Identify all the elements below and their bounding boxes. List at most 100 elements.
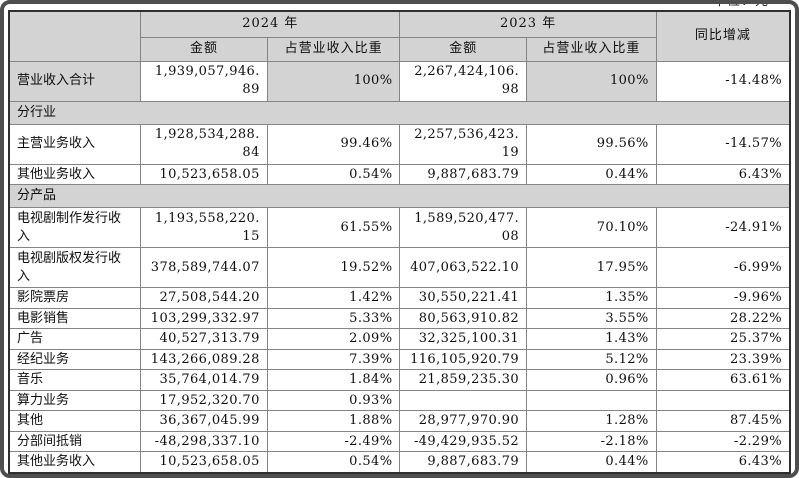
table-row: 经纪业务 143,266,089.28 7.39% 116,105,920.79… bbox=[8, 348, 791, 371]
row-label: 其他业务收入 bbox=[8, 451, 142, 474]
amount-2023-cell: 32,325,100.31 bbox=[399, 328, 528, 350]
amount-2023-cell: 407,063,522.10 bbox=[399, 247, 528, 289]
ratio-2024-cell: 5.33% bbox=[266, 307, 401, 330]
row-label: 分部间抵销 bbox=[8, 430, 142, 453]
table-row: 其他业务收入 10,523,658.05 0.54% 9,887,683.79 … bbox=[8, 163, 791, 186]
ratio-2024-cell: 19.52% bbox=[266, 247, 401, 289]
table-row: 电视剧版权发行收入 378,589,744.07 19.52% 407,063,… bbox=[8, 247, 791, 289]
yoy-cell: 28.22% bbox=[655, 307, 791, 330]
amount-2023-cell: 30,550,221.41 bbox=[399, 287, 528, 309]
ratio-2023-cell: 1.43% bbox=[526, 328, 657, 350]
amount-2023-cell: 80,563,910.82 bbox=[399, 307, 528, 330]
row-label: 营业收入合计 bbox=[8, 60, 142, 102]
revenue-breakdown-table: 2024 年 2023 年 同比增减 金额 占营业收入比重 金额 占营业收入比重… bbox=[8, 10, 791, 475]
header-year-2024: 2024 年 bbox=[140, 10, 401, 38]
row-label: 主营业务收入 bbox=[8, 123, 142, 165]
amount-2024-cell: 35,764,014.79 bbox=[140, 369, 268, 391]
row-label: 算力业务 bbox=[8, 389, 142, 412]
ratio-2023-cell: 17.95% bbox=[526, 247, 657, 289]
row-label: 影院票房 bbox=[8, 287, 142, 309]
amount-2023-cell: -49,429,935.52 bbox=[399, 430, 528, 453]
amount-2024-cell: 10,523,658.05 bbox=[140, 451, 268, 474]
header-year-2023: 2023 年 bbox=[399, 10, 657, 38]
row-label: 其他业务收入 bbox=[8, 163, 142, 186]
table-row: 音乐 35,764,014.79 1.84% 21,859,235.30 0.9… bbox=[8, 369, 791, 391]
row-label: 其他 bbox=[8, 410, 142, 432]
yoy-cell: 87.45% bbox=[655, 410, 791, 432]
header-ratio-2023: 占营业收入比重 bbox=[526, 36, 657, 62]
ratio-2023-cell: 100% bbox=[526, 60, 657, 102]
amount-2024-cell: 1,193,558,220.15 bbox=[140, 207, 268, 249]
table-header-row-measures: 金额 占营业收入比重 金额 占营业收入比重 bbox=[9, 36, 790, 62]
table-row: 其他业务收入 10,523,658.05 0.54% 9,887,683.79 … bbox=[8, 451, 791, 474]
ratio-2023-cell: 0.96% bbox=[526, 369, 657, 391]
section-label: 分产品 bbox=[8, 184, 791, 209]
ratio-2024-cell: -2.49% bbox=[266, 430, 401, 453]
ratio-2024-cell: 2.09% bbox=[266, 328, 401, 350]
header-ratio-2024: 占营业收入比重 bbox=[266, 36, 401, 62]
amount-2024-cell: 40,527,313.79 bbox=[140, 328, 268, 350]
amount-2023-cell: 1,589,520,477.08 bbox=[399, 207, 528, 249]
ratio-2023-cell: 70.10% bbox=[526, 207, 657, 249]
ratio-2024-cell: 7.39% bbox=[266, 348, 401, 371]
amount-2024-cell: 1,928,534,288.84 bbox=[140, 123, 268, 165]
section-label: 分行业 bbox=[8, 100, 791, 125]
amount-2024-cell: 103,299,332.97 bbox=[140, 307, 268, 330]
yoy-cell: 25.37% bbox=[655, 328, 791, 350]
ratio-2023-cell: 3.55% bbox=[526, 307, 657, 330]
table-header-row-years: 2024 年 2023 年 同比增减 bbox=[8, 10, 791, 62]
ratio-2024-cell: 1.88% bbox=[266, 410, 401, 432]
amount-2024-cell: 1,939,057,946.89 bbox=[140, 60, 268, 102]
ratio-2023-cell: 1.35% bbox=[526, 287, 657, 309]
amount-2023-cell bbox=[399, 389, 528, 412]
header-yoy: 同比增减 bbox=[655, 10, 791, 62]
amount-2023-cell: 2,257,536,423.19 bbox=[399, 123, 528, 165]
amount-2024-cell: 378,589,744.07 bbox=[140, 247, 268, 289]
table-row: 影院票房 27,508,544.20 1.42% 30,550,221.41 1… bbox=[8, 287, 791, 309]
ratio-2023-cell: 99.56% bbox=[526, 123, 657, 165]
ratio-2024-cell: 0.54% bbox=[266, 451, 401, 474]
table-row: 广告 40,527,313.79 2.09% 32,325,100.31 1.4… bbox=[8, 328, 791, 350]
row-label: 广告 bbox=[8, 328, 142, 350]
ratio-2024-cell: 0.93% bbox=[266, 389, 401, 412]
ratio-2024-cell: 100% bbox=[266, 60, 401, 102]
ratio-2023-cell: 5.12% bbox=[526, 348, 657, 371]
table-row: 电影销售 103,299,332.97 5.33% 80,563,910.82 … bbox=[8, 307, 791, 330]
amount-2023-cell: 21,859,235.30 bbox=[399, 369, 528, 391]
yoy-cell: -2.29% bbox=[655, 430, 791, 453]
ratio-2024-cell: 61.55% bbox=[266, 207, 401, 249]
amount-2023-cell: 2,267,424,106.98 bbox=[399, 60, 528, 102]
ratio-2023-cell: -2.18% bbox=[526, 430, 657, 453]
amount-2024-cell: 143,266,089.28 bbox=[140, 348, 268, 371]
section-row: 分产品 bbox=[8, 184, 791, 209]
amount-2023-cell: 116,105,920.79 bbox=[399, 348, 528, 371]
amount-2024-cell: 10,523,658.05 bbox=[140, 163, 268, 186]
yoy-cell bbox=[655, 389, 791, 412]
row-label: 电视剧制作发行收入 bbox=[8, 207, 142, 249]
header-amount-2023: 金额 bbox=[399, 36, 528, 62]
amount-2024-cell: -48,298,337.10 bbox=[140, 430, 268, 453]
ratio-2023-cell bbox=[526, 389, 657, 412]
ratio-2023-cell: 0.44% bbox=[526, 163, 657, 186]
yoy-cell: -6.99% bbox=[655, 247, 791, 289]
clipped-unit-label: 单位：元 bbox=[712, 0, 769, 9]
amount-2023-cell: 28,977,970.90 bbox=[399, 410, 528, 432]
amount-2024-cell: 17,952,320.70 bbox=[140, 389, 268, 412]
amount-2023-cell: 9,887,683.79 bbox=[399, 451, 528, 474]
section-row: 分行业 bbox=[8, 100, 791, 125]
ratio-2024-cell: 1.84% bbox=[266, 369, 401, 391]
row-label: 经纪业务 bbox=[8, 348, 142, 371]
yoy-cell: 6.43% bbox=[655, 163, 791, 186]
yoy-cell: 6.43% bbox=[655, 451, 791, 474]
header-amount-2024: 金额 bbox=[140, 36, 268, 62]
table-row: 其他 36,367,045.99 1.88% 28,977,970.90 1.2… bbox=[8, 410, 791, 432]
table-row: 电视剧制作发行收入 1,193,558,220.15 61.55% 1,589,… bbox=[8, 207, 791, 249]
header-corner-cell bbox=[8, 10, 142, 62]
table-row: 主营业务收入 1,928,534,288.84 99.46% 2,257,536… bbox=[8, 123, 791, 165]
table-row: 算力业务 17,952,320.70 0.93% bbox=[8, 389, 791, 412]
ratio-2024-cell: 1.42% bbox=[266, 287, 401, 309]
table-row: 分部间抵销 -48,298,337.10 -2.49% -49,429,935.… bbox=[8, 430, 791, 453]
amount-2024-cell: 27,508,544.20 bbox=[140, 287, 268, 309]
row-label: 电视剧版权发行收入 bbox=[8, 247, 142, 289]
